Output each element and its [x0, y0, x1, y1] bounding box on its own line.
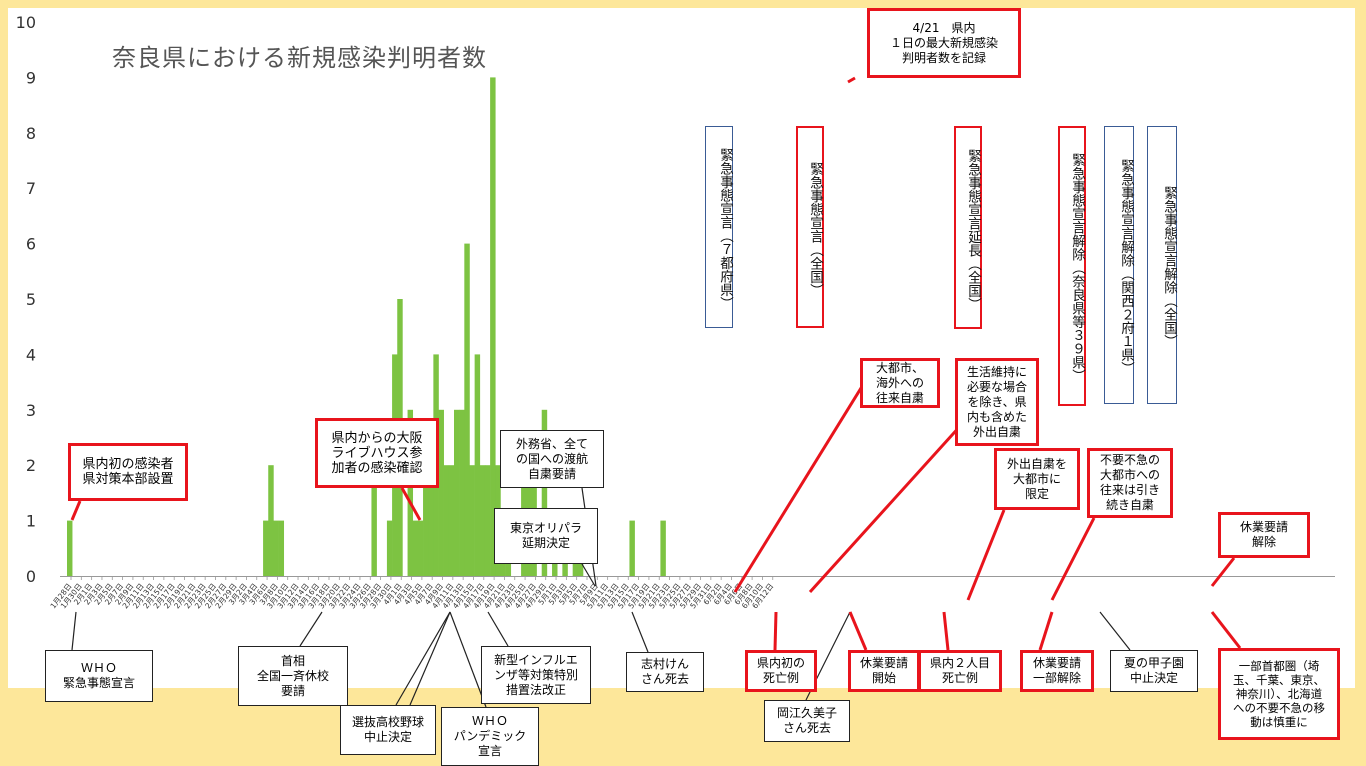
bar [407, 409, 414, 576]
pointer-big-city [733, 379, 868, 593]
pointer-koshien-summer [1099, 611, 1131, 651]
annotation-osaka-livehouse: 県内からの大阪 ライブハウス参 加者の感染確認 [315, 418, 439, 488]
annotation-school-closure: 首相 全国一斉休校 要請 [238, 646, 348, 706]
bar [417, 520, 424, 576]
y-tick-label: 2 [26, 456, 36, 475]
pointer-continue [1050, 517, 1096, 601]
pointer-special-measures [487, 611, 509, 647]
bar [484, 465, 491, 576]
bar [474, 354, 481, 576]
pointer-school [299, 611, 323, 647]
y-tick-label: 8 [26, 124, 36, 143]
pointer-osaka [400, 487, 422, 521]
pointer-shimura [631, 611, 649, 653]
bar [464, 243, 470, 576]
chart-title: 奈良県における新規感染判明者数 [112, 44, 487, 72]
bar [629, 520, 635, 576]
annotation-lift-closure: 休業要請 解除 [1218, 512, 1310, 558]
bar [263, 520, 269, 576]
label-emergency-nationwide: 緊急事態宣言（全国） [796, 126, 824, 328]
annotation-continue-restraint: 不要不急の 大都市への 往来は引き 続き自粛 [1087, 448, 1173, 518]
pointer-who-emergency [71, 611, 77, 651]
annotation-limit-big-cities: 外出自粛を 大都市に 限定 [994, 448, 1080, 510]
pointer-closure-start [848, 611, 868, 651]
pointer-lift-closure [1210, 557, 1236, 587]
bar [278, 520, 285, 576]
bar [479, 465, 486, 576]
pointer-capital [1210, 611, 1242, 649]
bar [438, 409, 444, 576]
pointer-olympics [581, 563, 596, 587]
y-tick-label: 6 [26, 235, 36, 254]
annotation-first-death: 県内初の 死亡例 [745, 650, 817, 692]
y-tick-label: 1 [26, 512, 36, 531]
annotation-who-emergency: ＷＨＯ 緊急事態宣言 [45, 650, 153, 702]
bar [443, 465, 450, 576]
annotation-big-city-restraint: 大都市、 海外への 往来自粛 [860, 358, 940, 408]
label-lift-kansai: 緊急事態宣言解除（関西２府１県） [1104, 126, 1134, 404]
bar [371, 465, 377, 576]
bar [268, 465, 274, 576]
pointer-go-out [808, 422, 964, 594]
annotation-special-measures: 新型インフルエ ンザ等対策特別 措置法改正 [481, 646, 591, 704]
annotation-max-daily: 4/21 県内 １日の最大新規感染 判明者数を記録 [867, 8, 1021, 78]
annotation-olympics-postponed: 東京オリパラ 延期決定 [494, 508, 598, 564]
bar [490, 77, 496, 577]
bar [273, 520, 279, 576]
annotation-partial-lift: 休業要請 一部解除 [1020, 650, 1094, 692]
y-tick-label: 5 [26, 290, 36, 309]
annotation-who-pandemic: ＷＨＯ パンデミック 宣言 [441, 707, 539, 766]
bar [67, 520, 73, 576]
bar [448, 465, 455, 576]
annotation-koshien-summer: 夏の甲子園 中止決定 [1110, 650, 1198, 692]
y-tick-label: 3 [26, 401, 36, 420]
bar [386, 520, 393, 576]
bar [469, 465, 475, 576]
annotation-okae: 岡江久美子 さん死去 [764, 700, 850, 742]
y-tick-label: 9 [26, 68, 36, 87]
label-emergency-extension: 緊急事態宣言延長（全国） [954, 126, 982, 329]
y-tick-label: 4 [26, 345, 36, 364]
annotation-second-death: 県内２人目 死亡例 [918, 650, 1002, 692]
bar [459, 409, 465, 576]
label-lift-nara-39: 緊急事態宣言解除（奈良県等３９県） [1058, 126, 1086, 406]
annotation-koshien-spring: 選抜高校野球 中止決定 [340, 705, 436, 755]
annotation-capital-area: 一部首都圏（埼 玉、千葉、東京、 神奈川）、北海道 への不要不急の移 動は慎重に [1218, 648, 1340, 740]
pointer-limit [966, 509, 1006, 601]
bar [412, 520, 419, 576]
annotation-shimura: 志村けん さん死去 [626, 652, 704, 692]
annotation-closure-start: 休業要請 開始 [848, 650, 920, 692]
bar [428, 465, 434, 576]
y-tick-label: 7 [26, 179, 36, 198]
y-tick-label: 10 [16, 13, 36, 32]
annotation-go-out-restraint: 生活維持に 必要な場合 を除き、県 内も含めた 外出自粛 [955, 358, 1039, 446]
bar [541, 409, 548, 576]
label-emergency-7-prefectures: 緊急事態宣言（７都府県） [705, 126, 733, 328]
bar [660, 520, 666, 576]
label-lift-nationwide: 緊急事態宣言解除（全国） [1147, 126, 1177, 404]
pointer-who-pandemic [449, 611, 487, 708]
pointer-first-death [773, 611, 778, 651]
pointer-max [847, 76, 856, 84]
annotation-first-case: 県内初の感染者 県対策本部設置 [68, 443, 188, 501]
annotation-mofa-travel: 外務省、全て の国への渡航 自粛要請 [500, 430, 604, 488]
pointer-koshien-spring [395, 611, 451, 706]
pointer-second-death [942, 611, 950, 651]
pointer-first-case [70, 500, 82, 521]
pointer-partial-lift [1038, 611, 1054, 651]
y-tick-label: 0 [26, 567, 36, 586]
bar [454, 409, 460, 576]
bar [423, 465, 429, 576]
pointer-special [409, 611, 451, 706]
